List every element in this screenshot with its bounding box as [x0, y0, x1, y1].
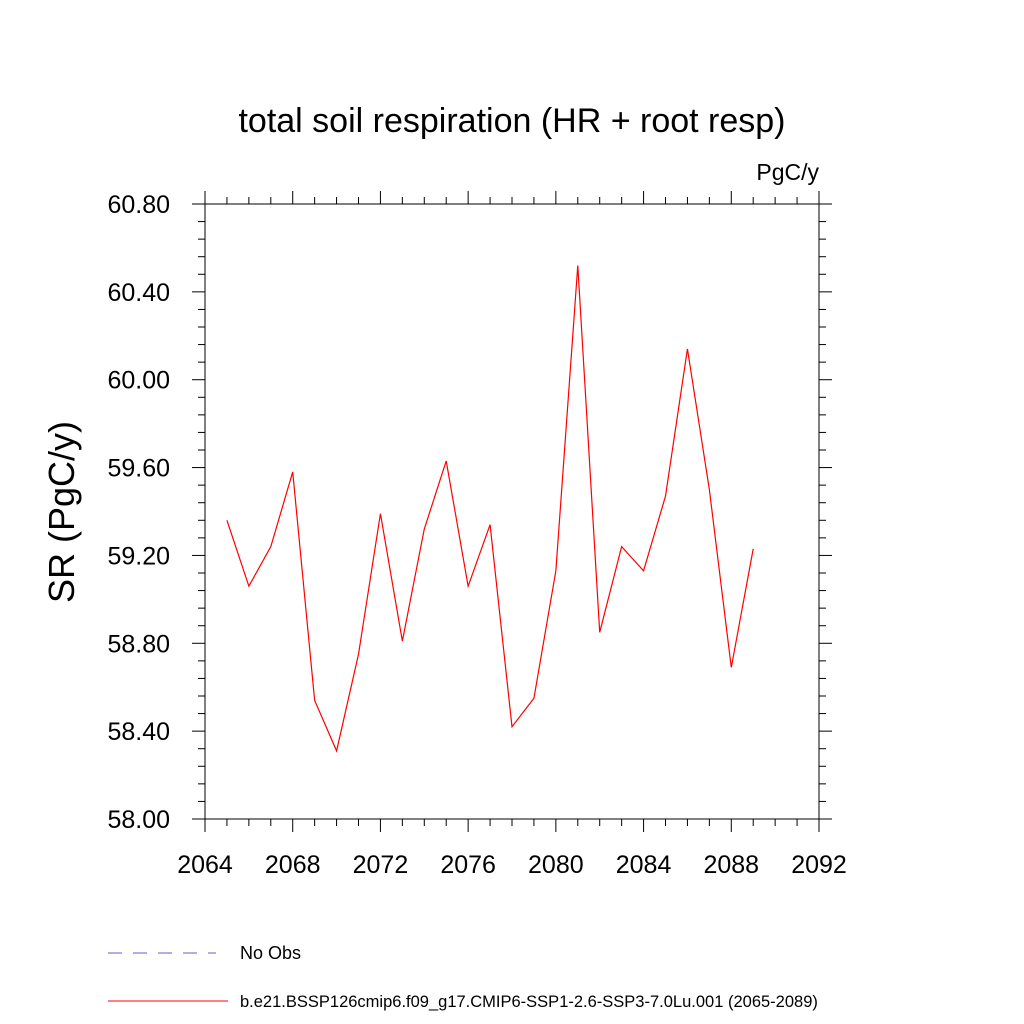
- x-tick-label: 2088: [703, 851, 759, 879]
- plot-frame: [204, 203, 820, 820]
- x-tick-label: 2068: [265, 851, 321, 879]
- y-axis-label: SR (PgC/y): [41, 421, 82, 603]
- y-tick-label: 60.40: [107, 279, 170, 307]
- tick-labels: 2064 2068 2072 2076 2080 2084 2088 2092 58.00 58.…: [107, 191, 846, 879]
- y-tick-label: 58.00: [107, 806, 170, 834]
- units-label: PgC/y: [756, 159, 819, 185]
- axis-ticks: [192, 191, 832, 832]
- y-tick-label: 58.80: [107, 630, 170, 658]
- legend-label: No Obs: [240, 943, 301, 963]
- x-tick-label: 2084: [616, 851, 672, 879]
- y-tick-label: 60.00: [107, 367, 170, 395]
- y-tick-label: 60.80: [107, 191, 170, 219]
- x-tick-label: 2072: [353, 851, 409, 879]
- x-tick-label: 2076: [440, 851, 496, 879]
- y-tick-label: 58.40: [107, 718, 170, 746]
- legend-item-no-obs: No Obs: [108, 943, 301, 963]
- series-layer: [226, 265, 754, 753]
- x-tick-label: 2080: [528, 851, 584, 879]
- legend-item-series: b.e21.BSSP126cmip6.f09_g17.CMIP6-SSP1-2.…: [108, 993, 818, 1011]
- legend-label: b.e21.BSSP126cmip6.f09_g17.CMIP6-SSP1-2.…: [240, 993, 818, 1011]
- legend: No Obs b.e21.BSSP126cmip6.f09_g17.CMIP6-…: [108, 943, 818, 1011]
- y-tick-label: 59.20: [107, 542, 170, 570]
- chart-title: total soil respiration (HR + root resp): [238, 102, 785, 140]
- y-tick-label: 59.60: [107, 455, 170, 483]
- series-line: [226, 265, 754, 753]
- x-tick-label: 2064: [177, 851, 233, 879]
- x-tick-label: 2092: [791, 851, 847, 879]
